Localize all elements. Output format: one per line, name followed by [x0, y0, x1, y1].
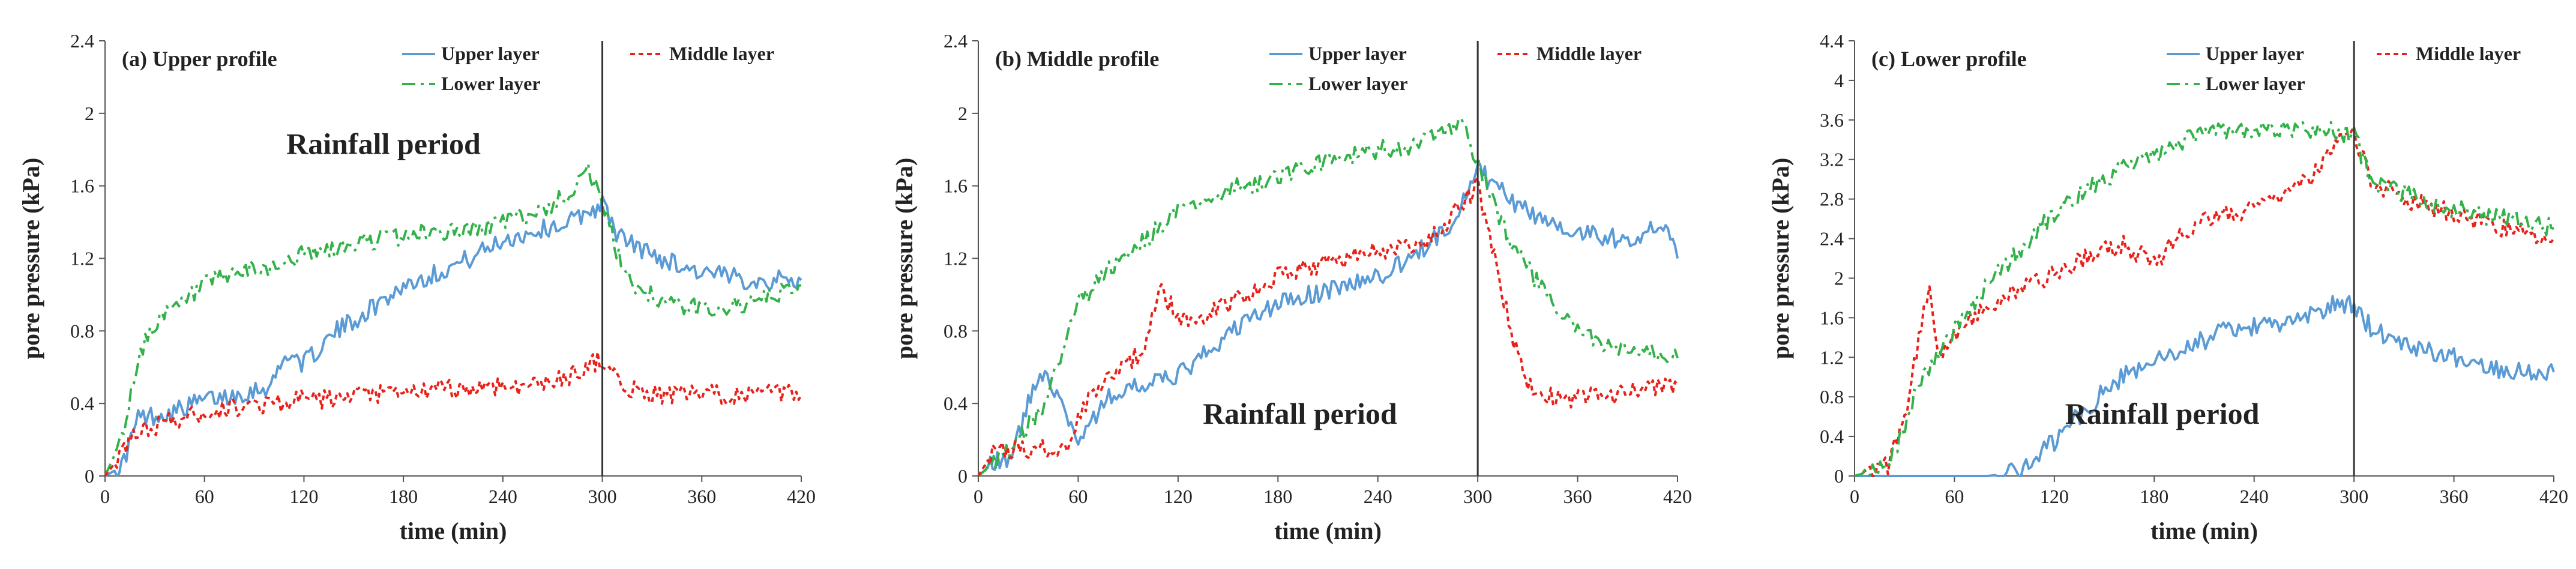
x-tick-label: 120 [2040, 486, 2069, 507]
y-tick-label: 4.4 [1820, 30, 1844, 52]
rainfall-period-annotation: Rainfall period [1203, 397, 1397, 430]
x-axis-label: time (min) [1274, 517, 1382, 544]
series-line-upper-layer [104, 194, 802, 477]
legend-label: Lower layer [441, 73, 541, 94]
y-tick-label: 1.6 [943, 175, 968, 197]
x-tick-label: 300 [2340, 486, 2368, 507]
x-tick-label: 300 [1463, 486, 1492, 507]
rainfall-period-annotation: Rainfall period [286, 127, 481, 161]
panel-title: (b) Middle profile [995, 47, 1159, 71]
y-tick-label: 2 [1834, 267, 1844, 289]
y-tick-label: 0.8 [1820, 386, 1844, 408]
series-line-upper-layer [977, 163, 1679, 477]
y-tick-label: 2 [958, 103, 968, 124]
x-axis-label: time (min) [2150, 517, 2258, 544]
x-tick-label: 180 [1263, 486, 1292, 507]
y-tick-label: 0 [958, 465, 968, 487]
x-tick-label: 360 [2440, 486, 2469, 507]
panel-title: (c) Lower profile [1871, 47, 2027, 71]
legend-label: Middle layer [2416, 43, 2521, 64]
y-tick-label: 2.8 [1820, 188, 1844, 210]
x-tick-label: 420 [787, 486, 816, 507]
y-tick-label: 1.2 [943, 248, 968, 269]
y-axis-label: pore pressure (kPa) [891, 158, 918, 360]
y-tick-label: 4 [1834, 70, 1844, 91]
x-tick-label: 60 [1068, 486, 1088, 507]
y-tick-label: 3.2 [1820, 149, 1844, 170]
legend-label: Lower layer [2206, 73, 2305, 94]
chart-panel-2: 0 0.4 0.8 1.2 1.6 2 2.4 0 60 120 180 240 300 360 420 ti… [891, 30, 1692, 544]
y-tick-label: 3.6 [1820, 109, 1844, 131]
x-axis-label: time (min) [400, 517, 507, 544]
series-line-middle-layer [104, 351, 802, 477]
y-tick-label: 1.6 [70, 175, 94, 197]
rainfall-period-annotation: Rainfall period [2065, 397, 2260, 430]
x-tick-label: 420 [1663, 486, 1692, 507]
legend-label: Upper layer [441, 43, 540, 64]
x-tick-label: 0 [974, 486, 983, 507]
x-tick-label: 60 [1945, 486, 1964, 507]
x-tick-label: 240 [489, 486, 517, 507]
panel-title: (a) Upper profile [122, 47, 277, 71]
y-tick-label: 1.2 [70, 248, 94, 269]
x-tick-label: 0 [100, 486, 110, 507]
legend-label: Middle layer [669, 43, 774, 64]
y-tick-label: 0.8 [943, 320, 968, 342]
x-tick-label: 240 [2240, 486, 2269, 507]
x-tick-label: 60 [195, 486, 214, 507]
y-axis-label: pore pressure (kPa) [1767, 158, 1794, 360]
legend-label: Upper layer [1308, 43, 1407, 64]
series-line-upper-layer [1855, 295, 2555, 477]
x-tick-label: 0 [1850, 486, 1859, 507]
x-tick-label: 360 [1563, 486, 1592, 507]
x-tick-label: 180 [2140, 486, 2168, 507]
y-tick-label: 0.4 [70, 393, 94, 414]
x-tick-label: 180 [389, 486, 418, 507]
y-tick-label: 1.2 [1820, 346, 1844, 368]
y-tick-label: 0 [85, 465, 94, 487]
y-tick-label: 1.6 [1820, 307, 1844, 328]
y-axis-label: pore pressure (kPa) [17, 158, 44, 360]
x-tick-label: 120 [289, 486, 318, 507]
y-tick-label: 2.4 [1820, 228, 1844, 250]
y-tick-label: 2 [85, 103, 94, 124]
y-tick-label: 0 [1834, 465, 1844, 487]
legend-label: Lower layer [1308, 73, 1408, 94]
legend-label: Middle layer [1536, 43, 1642, 64]
chart-panel-1: 0 0.4 0.8 1.2 1.6 2 2.4 0 60 120 180 240 300 360 420 ti… [17, 30, 816, 544]
x-tick-label: 300 [588, 486, 617, 507]
x-tick-label: 120 [1164, 486, 1193, 507]
legend-label: Upper layer [2206, 43, 2304, 64]
y-tick-label: 0.4 [1820, 426, 1844, 447]
series-line-lower-layer [1854, 119, 2554, 477]
x-tick-label: 420 [2539, 486, 2568, 507]
chart-panel-3: 0 0.4 0.8 1.2 1.6 2 2.4 2.8 3.2 3.6 4 4.4 0 60 120 180 2… [1767, 30, 2568, 544]
y-tick-label: 0.8 [70, 320, 94, 342]
x-tick-label: 240 [1364, 486, 1392, 507]
y-tick-label: 0.4 [943, 393, 968, 414]
x-tick-label: 360 [687, 486, 716, 507]
y-tick-label: 2.4 [943, 30, 968, 52]
series-line-lower-layer [104, 162, 802, 477]
y-tick-label: 2.4 [70, 30, 94, 52]
